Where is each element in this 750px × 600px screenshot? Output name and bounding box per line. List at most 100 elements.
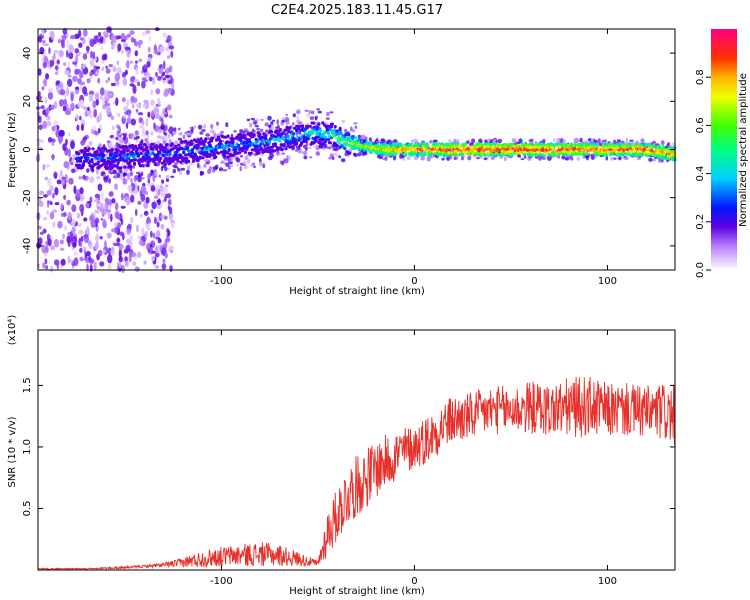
heatmap-noise-cell: [116, 81, 119, 85]
heatmap-noise-cell: [83, 217, 87, 221]
heatmap-spread-cell: [512, 138, 516, 142]
heatmap-spread-cell: [613, 158, 617, 160]
heatmap-signal-cell: [244, 151, 247, 154]
heatmap-noise-cell: [45, 97, 48, 104]
heatmap-signal-cell: [309, 125, 312, 128]
heatmap-signal-cell: [129, 165, 132, 168]
heatmap-noise-cell: [170, 51, 173, 58]
heatmap-spread-cell: [210, 124, 213, 129]
heatmap-spread-cell: [342, 120, 345, 124]
heatmap-spread-cell: [433, 140, 438, 143]
heatmap-noise-cell: [163, 259, 166, 264]
heatmap-noise-cell: [106, 106, 111, 115]
heatmap-noise-cell: [75, 87, 79, 90]
heatmap-noise-cell: [101, 191, 104, 200]
heatmap-noise-cell: [148, 47, 151, 53]
figure-title: C2E4.2025.183.11.45.G17: [271, 3, 443, 18]
heatmap-signal-cell: [79, 160, 82, 163]
heatmap-spread-cell: [141, 177, 145, 179]
heatmap-signal-cell: [257, 151, 260, 154]
heatmap-noise-cell: [89, 243, 93, 249]
heatmap-spread-cell: [187, 166, 190, 170]
heatmap-noise-cell: [107, 254, 112, 263]
heatmap-signal-cell: [334, 125, 337, 128]
heatmap-noise-cell: [149, 77, 153, 82]
heatmap-noise-cell: [127, 185, 132, 192]
heatmap-spread-cell: [624, 156, 628, 160]
heatmap-signal-cell: [188, 150, 191, 153]
heatmap-spread-cell: [158, 175, 161, 178]
heatmap-signal-cell: [330, 136, 333, 139]
heatmap-signal-cell: [558, 153, 561, 156]
heatmap-noise-cell: [80, 198, 83, 202]
heatmap-signal-cell: [144, 143, 147, 146]
heatmap-signal-cell: [592, 142, 595, 145]
heatmap-noise-cell: [63, 106, 67, 112]
heatmap-noise-cell: [47, 201, 52, 204]
heatmap-spread-cell: [164, 166, 168, 171]
heatmap-noise-cell: [95, 209, 98, 213]
heatmap-noise-cell: [126, 229, 131, 235]
heatmap-noise-cell: [48, 238, 52, 246]
heatmap-spread-cell: [565, 157, 570, 160]
heatmap-spread-cell: [629, 140, 633, 142]
heatmap-spread-cell: [123, 172, 128, 176]
heatmap-noise-cell: [117, 43, 121, 51]
heatmap-noise-cell: [96, 99, 99, 106]
heatmap-spread-cell: [311, 111, 315, 115]
heatmap-spread-cell: [199, 131, 203, 134]
heatmap-noise-cell: [159, 186, 163, 192]
heatmap-noise-cell: [48, 47, 50, 54]
heatmap-spread-cell: [648, 158, 652, 162]
heatmap-noise-cell: [90, 59, 94, 67]
heatmap-noise-cell: [147, 173, 150, 180]
heatmap-noise-cell: [76, 124, 79, 131]
heatmap-noise-cell: [121, 39, 126, 42]
heatmap-signal-cell: [224, 147, 227, 150]
heatmap-signal-cell: [288, 146, 291, 149]
heatmap-noise-cell: [61, 203, 64, 210]
heatmap-noise-cell: [137, 82, 140, 87]
heatmap-noise-cell: [169, 265, 173, 272]
heatmap-signal-cell: [523, 153, 526, 156]
heatmap-noise-cell: [61, 213, 64, 217]
heatmap-noise-cell: [171, 222, 174, 229]
heatmap-noise-cell: [132, 104, 134, 108]
heatmap-spread-cell: [282, 153, 285, 155]
heatmap-noise-cell: [66, 50, 69, 58]
heatmap-noise-cell: [73, 243, 77, 248]
heatmap-spread-cell: [610, 157, 613, 161]
heatmap-noise-cell: [43, 217, 48, 220]
heatmap-noise-cell: [52, 193, 55, 199]
heatmap-noise-cell: [86, 168, 89, 172]
heatmap-signal-cell: [658, 145, 661, 148]
heatmap-noise-cell: [40, 232, 44, 235]
heatmap-spread-cell: [281, 161, 284, 166]
heatmap-spread-cell: [591, 154, 595, 156]
heatmap-noise-cell: [68, 256, 71, 264]
heatmap-noise-cell: [121, 206, 126, 209]
heatmap-signal-cell: [201, 147, 204, 150]
heatmap-noise-cell: [80, 37, 83, 40]
heatmap-spread-cell: [203, 164, 206, 168]
heatmap-spread-cell: [330, 111, 334, 113]
heatmap-spread-cell: [560, 138, 564, 142]
heatmap-signal-cell: [184, 153, 187, 156]
heatmap-spread-cell: [570, 156, 573, 161]
heatmap-signal-cell: [278, 139, 281, 142]
heatmap-noise-cell: [136, 109, 139, 113]
heatmap-signal-cell: [208, 155, 211, 158]
heatmap-noise-cell: [106, 209, 111, 212]
colorbar-tick-label: 0.0: [695, 262, 706, 278]
heatmap-noise-cell: [100, 36, 104, 41]
heatmap-signal-cell: [251, 148, 254, 151]
heatmap-noise-cell: [125, 47, 130, 50]
heatmap-signal-cell: [123, 166, 126, 169]
heatmap-signal-cell: [91, 147, 94, 150]
heatmap-noise-cell: [143, 100, 148, 104]
heatmap-noise-cell: [159, 64, 162, 68]
heatmap-noise-cell: [156, 231, 160, 238]
heatmap-noise-cell: [81, 124, 84, 131]
heatmap-spread-cell: [130, 133, 132, 138]
heatmap-noise-cell: [36, 138, 41, 142]
